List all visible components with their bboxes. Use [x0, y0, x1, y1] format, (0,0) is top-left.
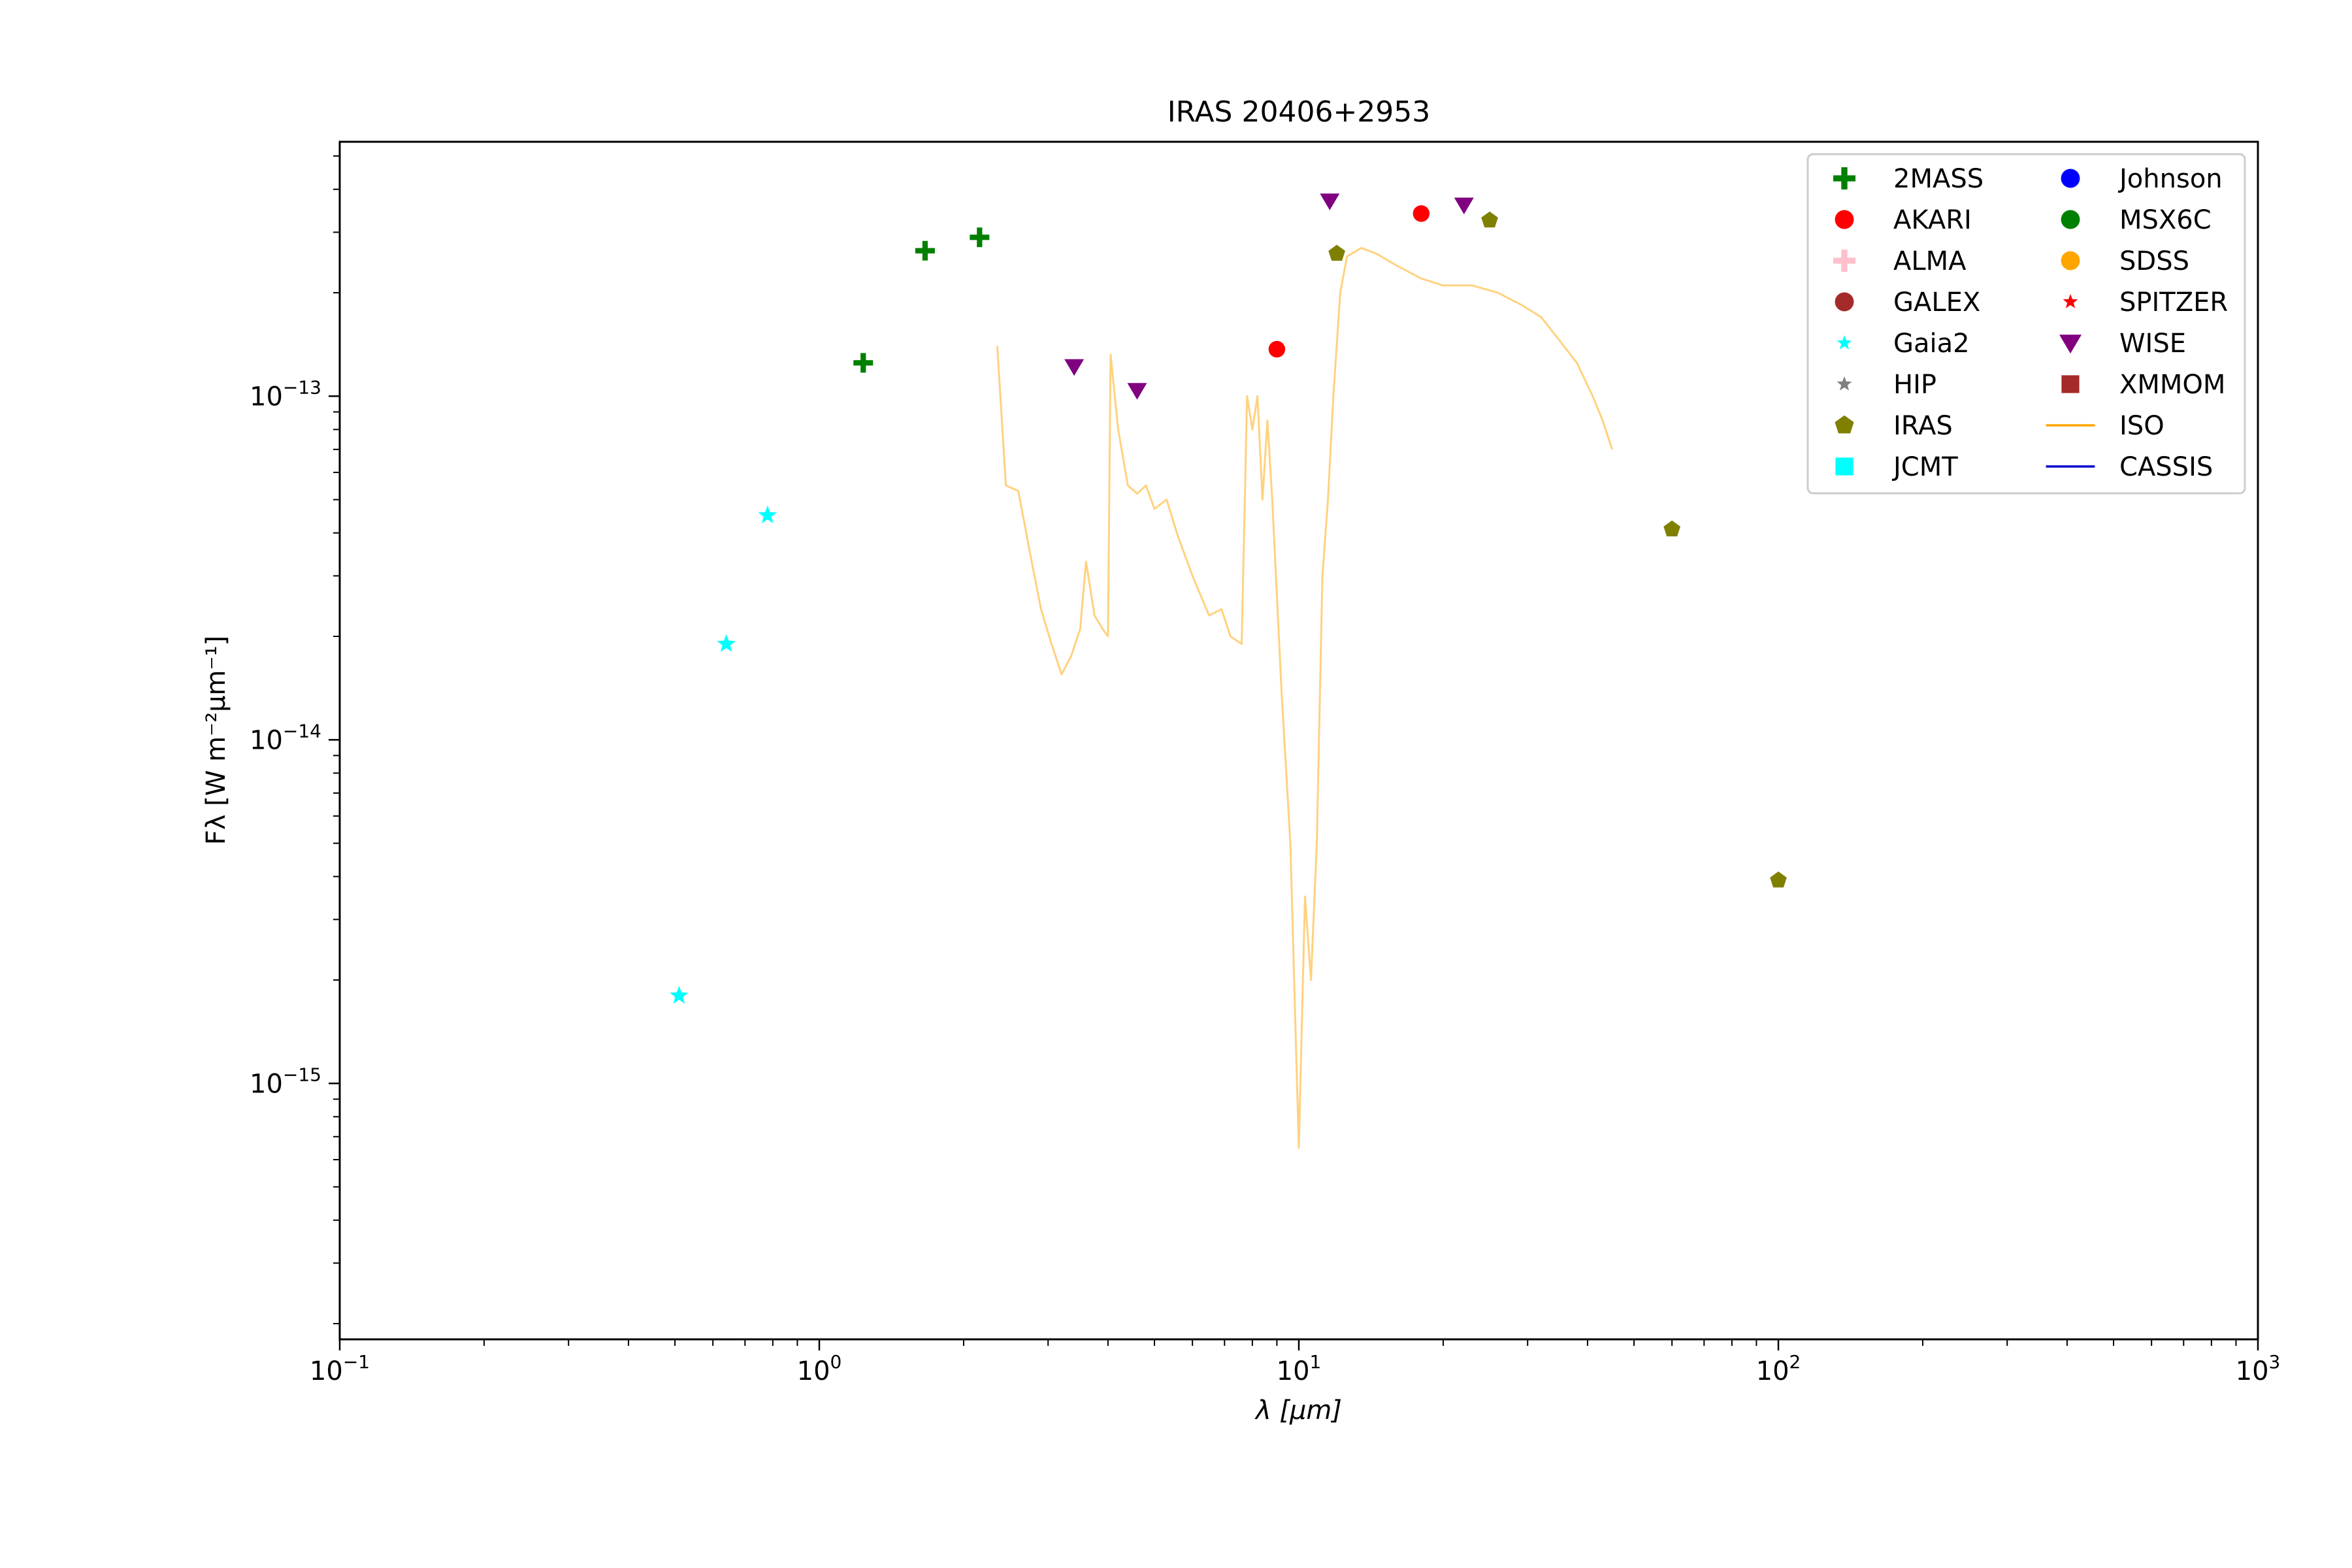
- legend-entry-2mass: 2MASS: [1833, 164, 1984, 194]
- legend-label-akari: AKARI: [1893, 205, 1972, 235]
- iras-point: [1663, 520, 1680, 536]
- y-axis-label: Fλ [W m⁻²μm⁻¹]: [201, 636, 231, 845]
- legend-marker-spitzer: [2063, 294, 2078, 308]
- legend-marker-wise: [2059, 335, 2082, 354]
- legend-label-wise: WISE: [2119, 329, 2186, 359]
- x-tick-label: 103: [2236, 1351, 2281, 1386]
- legend-entry-iras: IRAS: [1835, 411, 1953, 441]
- x-tick-label: 101: [1277, 1351, 1322, 1386]
- legend-label-galex: GALEX: [1893, 287, 1980, 318]
- iras-point: [1328, 244, 1345, 261]
- legend-marker-akari: [1835, 210, 1854, 229]
- legend-label-sdss: SDSS: [2119, 246, 2189, 276]
- y-tick-label: 10−13: [250, 376, 321, 412]
- legend-label-spitzer: SPITZER: [2119, 287, 2228, 318]
- legend-entry-alma: ALMA: [1833, 246, 1967, 276]
- legend-marker-2mass: [1833, 167, 1855, 189]
- y-axis: 10−15 10−14 10−13: [250, 155, 340, 1324]
- legend-box: [1806, 153, 2246, 495]
- legend-entry-iso: ISO: [2046, 411, 2164, 441]
- akari-point: [1268, 340, 1286, 358]
- 2mass-point: [853, 353, 874, 373]
- wise-point: [1320, 193, 1340, 210]
- iras-point: [1770, 871, 1787, 888]
- legend-entry-cassis: CASSIS: [2046, 452, 2213, 482]
- wise-point: [1064, 359, 1085, 376]
- gaia2-point: [758, 505, 777, 523]
- 2mass-point: [915, 240, 935, 261]
- legend-marker-johnson: [2061, 169, 2080, 188]
- wise-point: [1127, 383, 1147, 400]
- legend-entry-msx6c: MSX6C: [2061, 205, 2212, 235]
- legend-marker-hip: [1837, 376, 1852, 391]
- x-tick-label: 10−1: [310, 1351, 370, 1386]
- gaia2-point: [717, 634, 736, 652]
- legend-entry-wise: WISE: [2059, 329, 2186, 359]
- wise-point: [1454, 197, 1474, 215]
- x-axis-label-text: λ [μm]: [1254, 1396, 1342, 1426]
- legend-label-2mass: 2MASS: [1893, 164, 1984, 194]
- legend-label-jcmt: JCMT: [1891, 452, 1958, 482]
- legend-entry-spitzer: SPITZER: [2063, 287, 2228, 318]
- legend-entry-jcmt: JCMT: [1835, 452, 1958, 482]
- x-axis-label: λ [μm]: [1254, 1396, 1342, 1426]
- legend-marker-xmmom: [2061, 375, 2080, 393]
- iso-spectrum-line: [996, 247, 1613, 1149]
- y-tick-label: 10−14: [250, 720, 321, 755]
- legend-label-gaia2: Gaia2: [1893, 329, 1970, 359]
- legend-label-iras: IRAS: [1893, 411, 1953, 441]
- legend-label-iso: ISO: [2119, 411, 2164, 441]
- legend-entry-hip: HIP: [1837, 370, 1936, 400]
- legend-marker-galex: [1835, 292, 1854, 312]
- x-axis: 10−1 100 101 102 103: [310, 1339, 2280, 1386]
- legend-marker-msx6c: [2061, 210, 2080, 229]
- akari-point: [1413, 205, 1430, 222]
- legend: 2MASS AKARI ALMA GALEX Gaia2 HIP IRAS JCMT Johns…: [1806, 153, 2246, 495]
- y-tick-label: 10−15: [250, 1064, 321, 1099]
- legend-label-msx6c: MSX6C: [2119, 205, 2212, 235]
- y-axis-label-text: Fλ [W m⁻²μm⁻¹]: [201, 636, 231, 845]
- gaia2-point: [670, 986, 689, 1004]
- legend-marker-iras: [1835, 415, 1854, 434]
- legend-entry-gaia2: Gaia2: [1837, 329, 1970, 359]
- legend-marker-gaia2: [1837, 335, 1852, 350]
- legend-marker-alma: [1833, 250, 1855, 272]
- plot-area: [670, 193, 1787, 1149]
- legend-marker-sdss: [2061, 251, 2080, 270]
- legend-entry-xmmom: XMMOM: [2061, 370, 2225, 400]
- x-tick-label: 102: [1756, 1351, 1801, 1386]
- x-tick-label: 100: [797, 1351, 842, 1386]
- legend-label-alma: ALMA: [1893, 246, 1967, 276]
- legend-label-hip: HIP: [1893, 370, 1936, 400]
- legend-label-cassis: CASSIS: [2119, 452, 2213, 482]
- legend-label-xmmom: XMMOM: [2119, 370, 2225, 400]
- legend-marker-jcmt: [1835, 457, 1854, 476]
- legend-entry-galex: GALEX: [1835, 287, 1980, 318]
- legend-entry-akari: AKARI: [1835, 205, 1972, 235]
- legend-label-johnson: Johnson: [2117, 164, 2223, 194]
- iras-point: [1481, 211, 1498, 228]
- 2mass-point: [970, 227, 990, 248]
- legend-entry-johnson: Johnson: [2061, 164, 2223, 194]
- chart-title: IRAS 20406+2953: [1168, 95, 1431, 129]
- legend-entry-sdss: SDSS: [2061, 246, 2189, 276]
